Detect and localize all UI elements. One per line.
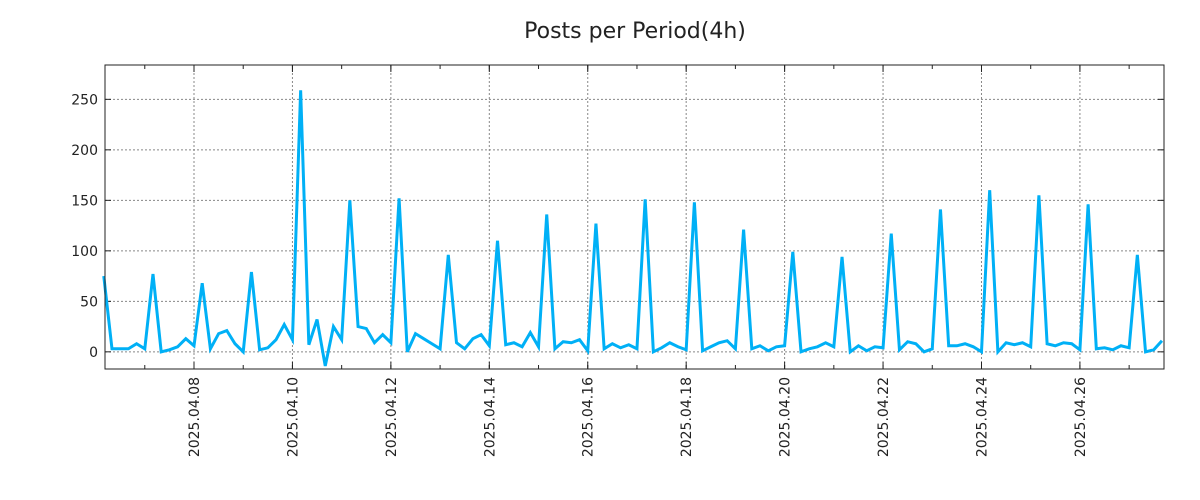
x-tick-label: 2025.04.12 [384, 377, 400, 457]
x-tick-label: 2025.04.08 [187, 377, 203, 457]
x-tick-label: 2025.04.16 [581, 377, 597, 457]
grid [105, 65, 1164, 369]
series-line-posts [102, 90, 1164, 367]
plot-frame [104, 64, 1165, 370]
x-tick-label: 2025.04.14 [482, 377, 498, 457]
y-tick-label: 0 [89, 345, 98, 361]
x-tick-label: 2025.04.24 [974, 377, 990, 457]
x-tick-label: 2025.04.20 [778, 377, 794, 457]
x-tick-label: 2025.04.18 [679, 377, 695, 457]
x-tick-label: 2025.04.22 [876, 377, 892, 457]
series-layer [102, 90, 1164, 367]
x-tick-label: 2025.04.26 [1073, 377, 1089, 457]
y-tick-label: 50 [80, 294, 98, 310]
y-tick-label: 250 [71, 92, 98, 108]
x-tick-label: 2025.04.10 [285, 377, 301, 457]
y-tick-label: 100 [71, 244, 98, 260]
axis-ticks: 0 50 100 150 200 250 2025.04.08 2025.04.10 2025.… [71, 65, 1164, 457]
y-tick-label: 150 [71, 193, 98, 209]
y-tick-label: 200 [71, 143, 98, 159]
chart-title: Posts per Period(4h) [524, 19, 746, 44]
